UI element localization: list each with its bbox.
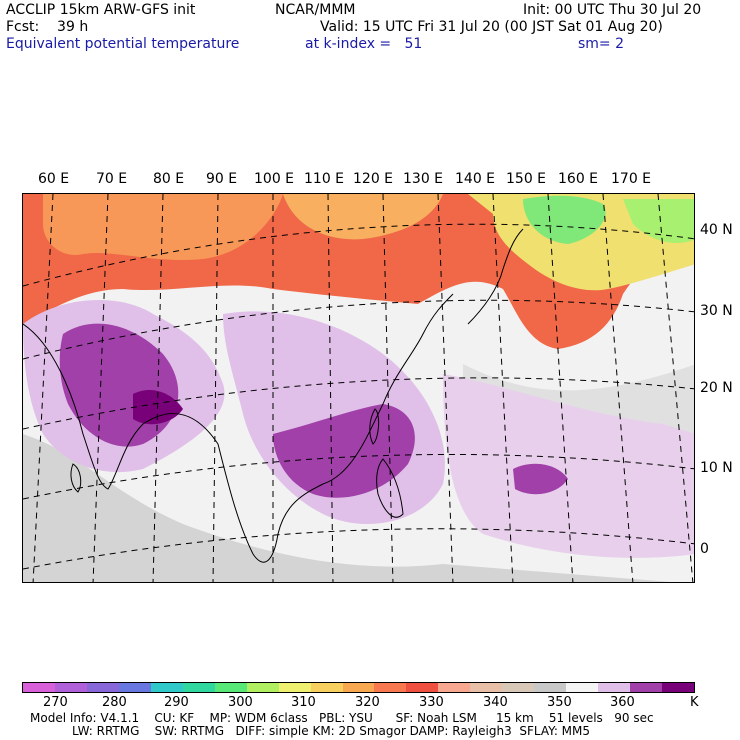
cold-field-northeast <box>623 199 694 243</box>
colorbar-swatch <box>310 683 343 692</box>
colorbar-swatch <box>630 683 663 692</box>
colorbar-swatch <box>54 683 87 692</box>
purple-field-pacific <box>443 374 694 558</box>
field-name: Equivalent potential temperature <box>6 36 240 52</box>
colorbar-label: 360 <box>610 695 635 710</box>
colorbar-swatch <box>23 683 55 692</box>
lon-label: 60 E <box>38 171 70 187</box>
colorbar-label: 350 <box>547 695 572 710</box>
lon-label: 120 E <box>353 171 394 187</box>
colorbar-label: 270 <box>43 695 68 710</box>
colorbar-swatch <box>150 683 183 692</box>
colorbar-swatch <box>86 683 119 692</box>
lat-label: 40 N <box>700 222 733 238</box>
colorbar-swatch <box>278 683 311 692</box>
colorbar-label: 330 <box>419 695 444 710</box>
high-theta-e-scs <box>273 404 415 498</box>
lon-label: 150 E <box>506 171 547 187</box>
lat-label: 30 N <box>700 303 733 319</box>
lon-label: 130 E <box>403 171 444 187</box>
colorbar-label: 310 <box>291 695 316 710</box>
theta-e-field-map <box>23 194 694 582</box>
lon-label: 140 E <box>455 171 496 187</box>
model-info-line2: LW: RRTMG SW: RRTMG DIFF: simple KM: 2D … <box>72 724 591 738</box>
colorbar-label: 290 <box>164 695 189 710</box>
smoothing-label: sm= 2 <box>578 36 625 52</box>
coastline-mainland <box>23 293 454 563</box>
colorbar <box>22 682 695 693</box>
cold-core-okhotsk <box>523 195 606 244</box>
colorbar-swatch <box>502 683 535 692</box>
lat-label: 0 <box>700 541 709 557</box>
colorbar-swatch <box>534 683 567 692</box>
colorbar-swatch <box>214 683 247 692</box>
colorbar-unit: K <box>690 695 699 710</box>
colorbar-label: 320 <box>355 695 380 710</box>
coastline-sri-lanka <box>70 463 82 493</box>
coastlines <box>23 228 524 563</box>
colorbar-swatch <box>438 683 471 692</box>
colorbar-swatch <box>566 683 599 692</box>
coastline-japan <box>467 228 524 325</box>
model-info-line1: Model Info: V4.1.1 CU: KF MP: WDM 6class… <box>30 711 654 725</box>
warm-field-central-asia <box>43 194 283 261</box>
colorbar-swatch <box>182 683 215 692</box>
coastline-philippines <box>376 458 404 518</box>
colorbar-swatch <box>406 683 439 692</box>
lon-label: 100 E <box>254 171 295 187</box>
institution-label: NCAR/MMM <box>275 2 356 18</box>
gray-field-south <box>23 434 671 582</box>
colorbar-swatch <box>246 683 279 692</box>
run-title: ACCLIP 15km ARW-GFS init <box>6 2 196 18</box>
colorbar-label: 300 <box>228 695 253 710</box>
colorbar-swatch <box>470 683 503 692</box>
colorbar-label: 340 <box>483 695 508 710</box>
map-panel <box>22 193 695 583</box>
colorbar-label: 280 <box>102 695 127 710</box>
high-theta-e-pacific <box>513 463 568 495</box>
init-time: Init: 00 UTC Thu 30 Jul 20 <box>523 2 702 18</box>
colorbar-swatch <box>342 683 375 692</box>
lon-label: 110 E <box>304 171 345 187</box>
lon-label: 80 E <box>153 171 185 187</box>
lat-label: 20 N <box>700 380 733 396</box>
graticule-parallel-30n <box>23 299 694 360</box>
lon-label: 70 E <box>96 171 128 187</box>
warm-field-mongolia <box>283 194 443 240</box>
lon-label: 160 E <box>558 171 599 187</box>
level-index: at k-index = 51 <box>305 36 423 52</box>
graticule-parallel-40n <box>23 223 694 287</box>
coastline-taiwan <box>369 408 380 445</box>
forecast-hour: Fcst: 39 h <box>6 19 89 35</box>
valid-time: Valid: 15 UTC Fri 31 Jul 20 (00 JST Sat … <box>320 19 663 35</box>
colorbar-swatch <box>118 683 151 692</box>
colorbar-swatch <box>662 683 695 692</box>
colorbar-swatch <box>374 683 407 692</box>
lat-label: 10 N <box>700 460 733 476</box>
lon-label: 170 E <box>611 171 652 187</box>
colorbar-swatch <box>598 683 631 692</box>
graticule <box>23 194 694 582</box>
lon-label: 90 E <box>206 171 238 187</box>
